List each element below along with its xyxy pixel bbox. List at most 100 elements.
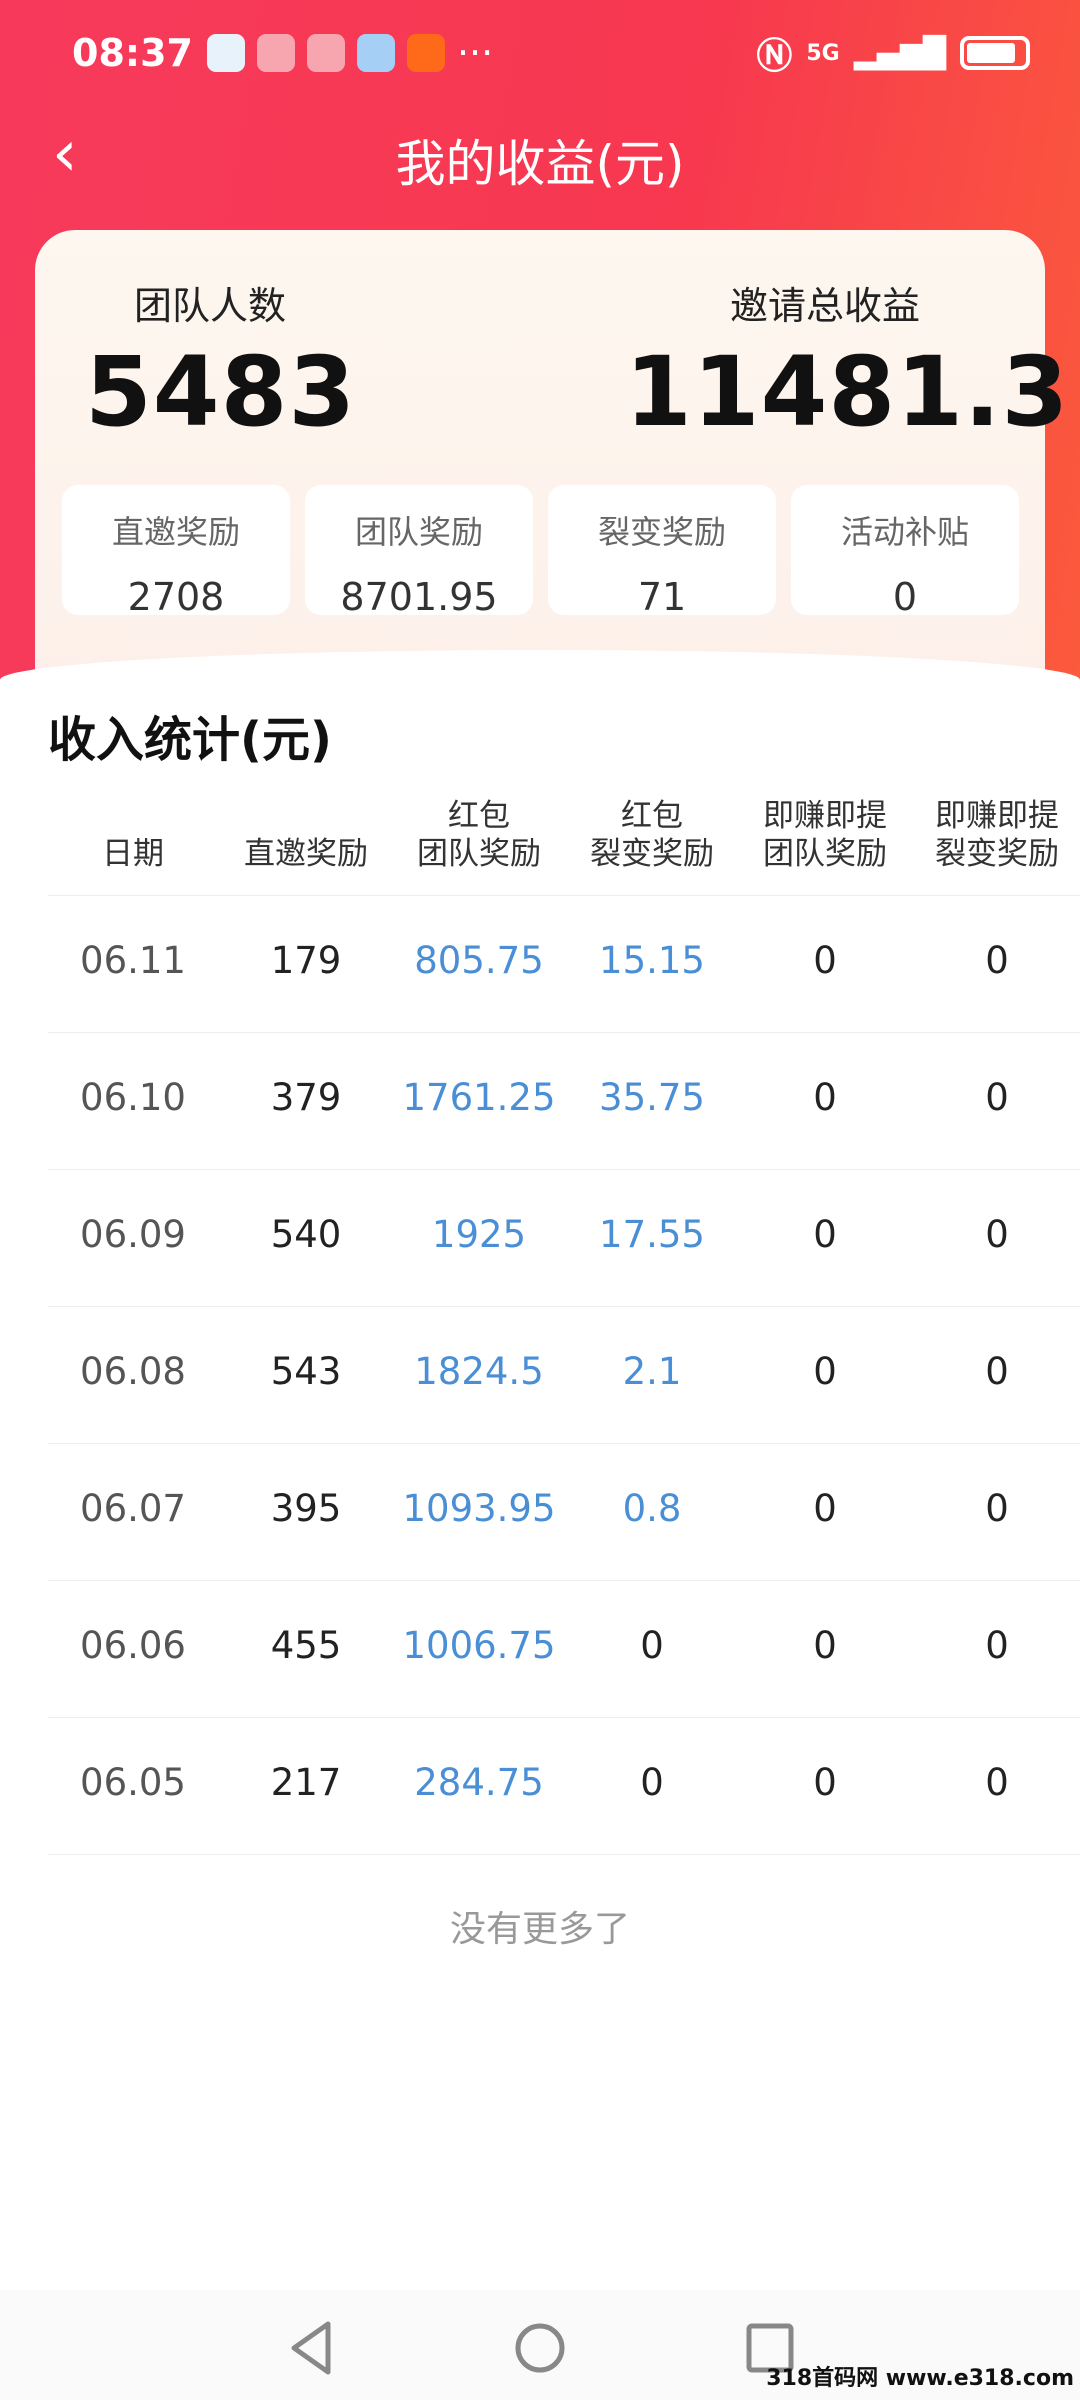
income-stats-section: 收入统计(元) 日期 直邀奖励 红包 团队奖励 红包 裂变奖励 即赚即提 团队奖励 即赚即… [0,650,1080,2290]
total-income: 邀请总收益 11481.3 [625,275,1070,448]
column-header: 红包 裂变奖励 [590,798,714,872]
total-income-label: 邀请总收益 [729,284,920,328]
breakdown-value: 8701.95 [340,575,498,619]
row-cell: 217 [270,1761,342,1804]
row-cell[interactable]: 1925 [431,1213,527,1256]
nav-recents-icon[interactable] [740,2318,800,2378]
row-cell: 0 [985,1761,1009,1804]
breakdown-label: 活动补贴 [840,513,969,551]
row-cell: 0 [985,1213,1009,1256]
breakdown-subsidy: 活动补贴 0 [791,485,1019,619]
table-header: 日期 直邀奖励 红包 团队奖励 红包 裂变奖励 即赚即提 团队奖励 即赚即提 裂变奖励 [48,790,1080,896]
row-cell: 179 [270,939,342,982]
breakdown-list: 直邀奖励 2708 团队奖励 8701.95 裂变奖励 71 活动补贴 0 [62,485,1019,619]
summary-card: 团队人数 5483 邀请总收益 11481.3 直邀奖励 2708 团队奖励 870… [35,230,1070,690]
row-date: 06.06 [80,1624,186,1667]
team-count-value: 5483 [85,336,357,448]
row-cell: 540 [270,1213,342,1256]
weather-icon [356,34,395,72]
breakdown-direct: 直邀奖励 2708 [62,485,290,619]
system-nav-bar: 318首码网 www.e318.com [0,2290,1080,2400]
no-more-text: 没有更多了 [449,1909,630,1950]
app-618-icon [256,34,295,72]
row-cell: 0 [985,939,1009,982]
row-cell: 0 [813,1487,837,1530]
row-date: 06.05 [80,1761,186,1804]
table-row: 06.05 217 284.75 0 0 0 [48,1718,1080,1855]
row-cell: 0 [813,1213,837,1256]
row-cell: 395 [270,1487,342,1530]
nfc-icon: Ⓝ [756,36,793,77]
row-cell[interactable]: 17.55 [599,1213,705,1256]
more-notifications-icon: ··· [456,31,494,75]
nav-back-icon[interactable] [280,2318,340,2378]
column-header: 直邀奖励 [244,836,368,872]
column-header: 红包 团队奖励 [417,798,541,872]
row-cell: 0 [813,1350,837,1393]
table-row: 06.07 395 1093.95 0.8 0 0 [48,1444,1080,1581]
network-label: 5G [806,40,840,66]
status-time: 08:37 [72,31,193,75]
row-cell: 455 [270,1624,342,1667]
total-income-value: 11481.3 [625,336,1070,448]
row-date: 06.09 [80,1213,186,1256]
table-row: 06.10 379 1761.25 35.75 0 0 [48,1033,1080,1170]
page-title: 我的收益(元) [395,135,685,193]
column-header: 日期 [102,836,164,872]
row-cell[interactable]: 0.8 [622,1487,682,1530]
row-date: 06.07 [80,1487,186,1530]
row-cell[interactable]: 1093.95 [402,1487,556,1530]
table-row: 06.09 540 1925 17.55 0 0 [48,1170,1080,1307]
row-cell: 0 [813,939,837,982]
row-cell: 0 [813,1076,837,1119]
row-cell: 0 [813,1624,837,1667]
table-row: 06.08 543 1824.5 2.1 0 0 [48,1307,1080,1444]
row-cell[interactable]: 284.75 [414,1761,544,1804]
app-618-icon [306,34,345,72]
team-count-label: 团队人数 [133,284,286,328]
team-count: 团队人数 5483 [85,275,357,448]
row-cell[interactable]: 2.1 [622,1350,682,1393]
breakdown-value: 2708 [127,575,225,619]
row-cell: 0 [985,1624,1009,1667]
breakdown-value: 71 [637,575,687,619]
row-cell: 0 [985,1487,1009,1530]
breakdown-team: 团队奖励 8701.95 [305,485,533,619]
breakdown-label: 直邀奖励 [111,513,240,551]
row-cell: 0 [640,1761,664,1804]
row-cell: 379 [270,1076,342,1119]
battery-icon [960,36,1030,70]
nav-bar: ‹ 我的收益(元) [0,110,1080,200]
row-cell: 0 [640,1624,664,1667]
table-row: 06.06 455 1006.75 0 0 0 [48,1581,1080,1718]
signal-icon: ▂▄▆█ [853,35,946,71]
kuaishou-icon [406,34,445,72]
back-button[interactable]: ‹ [52,117,78,191]
section-title: 收入统计(元) [48,712,332,768]
header-background: 08:37 ··· Ⓝ 5G ▂▄▆█ ‹ 我的收益(元) 团队人数 5483 … [0,0,1080,700]
row-cell[interactable]: 1761.25 [402,1076,556,1119]
row-cell[interactable]: 15.15 [599,939,705,982]
nav-home-icon[interactable] [510,2318,570,2378]
watermark: 318首码网 www.e318.com [766,2366,1074,2391]
row-cell: 543 [270,1350,342,1393]
row-cell: 0 [813,1761,837,1804]
breakdown-fission: 裂变奖励 71 [548,485,776,619]
row-cell[interactable]: 805.75 [414,939,544,982]
app-notification-icon [206,34,245,72]
row-cell[interactable]: 1006.75 [402,1624,556,1667]
breakdown-label: 团队奖励 [354,513,483,551]
column-header: 即赚即提 团队奖励 [763,798,887,872]
row-cell: 0 [985,1350,1009,1393]
row-date: 06.08 [80,1350,186,1393]
row-cell[interactable]: 35.75 [599,1076,705,1119]
row-date: 06.10 [80,1076,186,1119]
row-date: 06.11 [80,939,186,982]
column-header: 即赚即提 裂变奖励 [935,798,1059,872]
table-row: 06.11 179 805.75 15.15 0 0 [48,896,1080,1033]
breakdown-label: 裂变奖励 [597,513,726,551]
row-cell: 0 [985,1076,1009,1119]
breakdown-value: 0 [892,575,918,619]
row-cell[interactable]: 1824.5 [414,1350,544,1393]
status-bar: 08:37 ··· Ⓝ 5G ▂▄▆█ [72,28,1030,78]
